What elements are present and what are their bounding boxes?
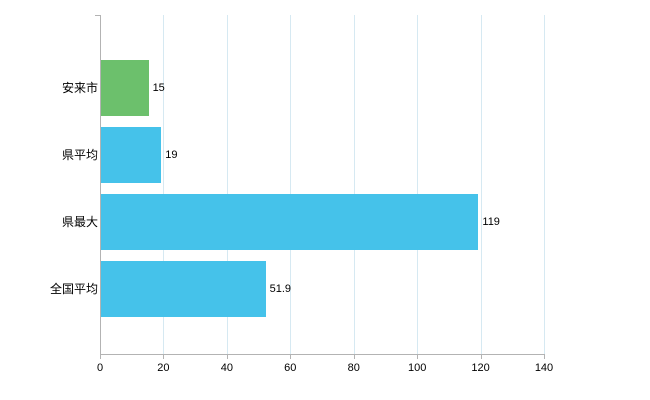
bar (101, 194, 479, 250)
y-axis-top-tick (95, 15, 101, 16)
gridline (417, 15, 419, 354)
bar (101, 127, 162, 183)
gridline (163, 15, 165, 354)
category-label: 県平均 (61, 148, 98, 162)
x-axis-tick (480, 354, 482, 359)
x-axis-tick-label: 40 (220, 362, 233, 374)
x-axis-tick-label: 100 (407, 362, 427, 374)
x-axis-tick-label: 20 (157, 362, 170, 374)
x-axis-tick (544, 354, 545, 359)
plot-area: 15 19 119 51.9 (95, 15, 545, 359)
bar-value-label: 19 (165, 149, 178, 161)
gridline (544, 15, 545, 354)
x-axis-tick (163, 354, 165, 359)
x-axis-tick-label: 140 (534, 362, 554, 374)
x-axis-tick (226, 354, 228, 359)
category-label: 安来市 (61, 81, 98, 95)
gridline (480, 15, 482, 354)
x-axis-tick-label: 80 (347, 362, 360, 374)
bar (101, 261, 266, 317)
bar (101, 60, 149, 116)
x-axis-tick (353, 354, 355, 359)
bar-value-label: 15 (152, 82, 165, 94)
gridline (226, 15, 228, 354)
bar-value-label: 119 (482, 216, 500, 228)
x-axis-tick (100, 354, 101, 359)
category-label: 全国平均 (49, 282, 98, 296)
gridline (290, 15, 292, 354)
x-axis-tick (290, 354, 292, 359)
x-axis-tick (417, 354, 419, 359)
x-axis-tick-label: 0 (96, 362, 104, 374)
x-axis-tick-label: 120 (471, 362, 490, 374)
gridline (353, 15, 355, 354)
bar-value-label: 51.9 (269, 283, 292, 295)
category-label: 県最大 (61, 215, 98, 229)
x-axis-tick-label: 60 (284, 362, 297, 374)
